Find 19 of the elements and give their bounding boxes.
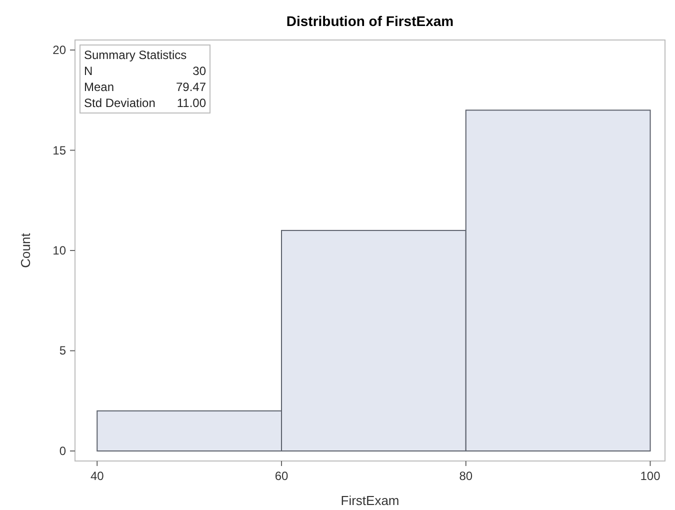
- x-tick-label: 100: [640, 469, 661, 483]
- annotation: Summary Statistics: [84, 48, 187, 62]
- x-tick-label: 40: [90, 469, 104, 483]
- chart-title: Distribution of FirstExam: [286, 13, 454, 29]
- y-tick-label: 5: [59, 344, 66, 358]
- annotation: N: [84, 64, 93, 78]
- annotation: 11.00: [176, 96, 206, 110]
- x-axis-title: FirstExam: [340, 493, 400, 508]
- annotation: 30: [192, 64, 206, 78]
- y-tick-label: 10: [52, 244, 66, 258]
- y-tick-label: 0: [59, 444, 66, 458]
- annotation: 79.47: [176, 80, 206, 94]
- x-tick-label: 80: [459, 469, 473, 483]
- annotation: Std Deviation: [84, 96, 156, 110]
- y-tick-label: 20: [52, 43, 66, 58]
- y-axis-title: Count: [18, 232, 33, 268]
- x-tick-label: 60: [274, 469, 288, 483]
- annotation: Mean: [84, 80, 114, 94]
- y-tick-label: 15: [52, 143, 66, 158]
